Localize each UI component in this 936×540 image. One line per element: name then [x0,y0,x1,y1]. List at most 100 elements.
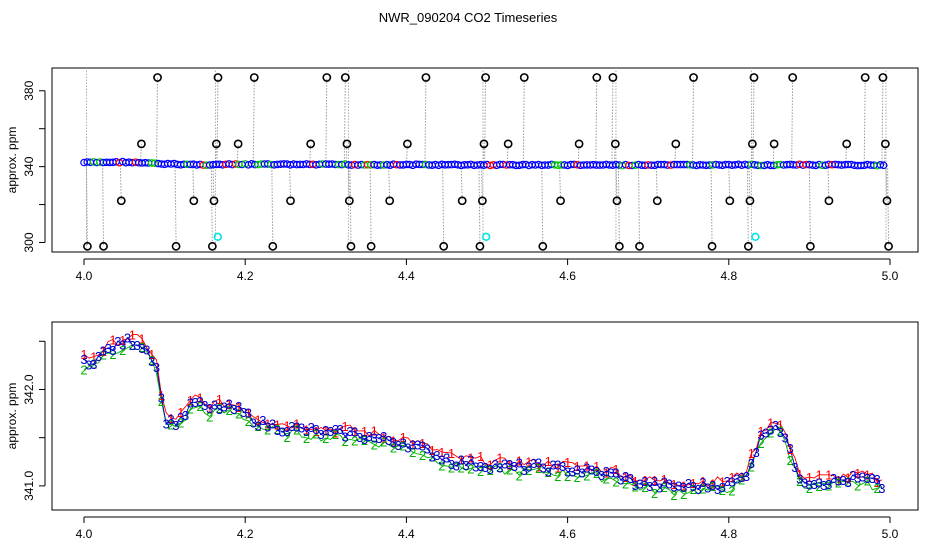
bottom-series-marker-3: 3 [840,473,847,488]
bottom-series-marker-1: 1 [100,344,107,359]
bottom-series-marker-3: 3 [540,460,547,475]
top-spike-point [725,196,735,206]
top-spike-line [478,164,481,247]
bottom-series-marker-1: 1 [477,449,484,464]
bottom-series-marker-3: 3 [230,402,237,417]
bottom-series-marker-1: 1 [206,401,213,416]
top-baseline-point [876,161,885,169]
bottom-series-marker-3: 3 [733,471,740,486]
top-spike-point [475,241,485,251]
bottom-series-marker-3: 3 [211,398,218,413]
bottom-series-marker-2: 2 [264,423,271,438]
bottom-series-marker-1: 1 [535,460,542,475]
top-x-tick-label: 4.8 [720,269,737,283]
bottom-series-marker-3: 3 [835,473,842,488]
top-spike-line [192,164,195,201]
bottom-series-marker-1: 1 [825,468,832,483]
top-spike-point [477,196,487,206]
bottom-series-marker-2: 2 [825,478,832,493]
bottom-series-marker-2: 2 [467,461,474,476]
bottom-series-marker-3: 3 [395,438,402,453]
bottom-series-marker-3: 3 [574,463,581,478]
bottom-series-marker-2: 2 [351,434,358,449]
top-spike-point [402,139,412,149]
bottom-series-marker-3: 3 [196,394,203,409]
bottom-series-marker-1: 1 [699,474,706,489]
bottom-series-marker-2: 2 [177,416,184,431]
top-spike-point [322,73,332,82]
bottom-x-tick-label: 4.8 [720,527,737,540]
top-spike-point [519,73,529,82]
bottom-series-marker-2: 2 [371,437,378,452]
top-baseline-point [879,161,888,170]
top-spike-point [439,241,449,251]
bottom-series-marker-1: 1 [264,417,271,432]
bottom-series-marker-3: 3 [327,424,334,439]
bottom-series-marker-3: 3 [105,341,112,356]
bottom-series-marker-1: 1 [341,419,348,434]
bottom-series-marker-3: 3 [806,477,813,492]
top-spike-line [791,77,794,165]
bottom-series-marker-3: 3 [535,456,542,471]
bottom-series-marker-1: 1 [864,468,871,483]
top-spike-point [592,73,602,82]
top-spike-line [752,77,755,165]
bottom-series-marker-2: 2 [535,461,542,476]
bottom-series-marker-3: 3 [254,418,261,433]
bottom-series-marker-3: 3 [438,453,445,468]
bottom-series-marker-1: 1 [458,452,465,467]
bottom-series-marker-2: 2 [699,481,706,496]
top-spike-point [211,139,221,149]
bottom-series-marker-2: 2 [815,479,822,494]
bottom-series-marker-3: 3 [554,457,561,472]
bottom-series-marker-1: 1 [854,466,861,481]
bottom-series-marker-1: 1 [525,454,532,469]
bottom-series-marker-1: 1 [225,397,232,412]
bottom-series-marker-1: 1 [322,424,329,439]
bottom-series-marker-3: 3 [709,478,716,493]
bottom-series-marker-2: 2 [419,448,426,463]
bottom-series-marker-1: 1 [835,473,842,488]
bottom-series-marker-3: 3 [250,416,257,431]
bottom-series-marker-3: 3 [95,349,102,364]
bottom-series-marker-3: 3 [627,471,634,486]
top-axes: 4.0 4.2 4.4 4.6 4.8 5.0 300 340 380 [22,80,899,283]
bottom-series-marker-3: 3 [564,465,571,480]
top-spike-point [671,139,681,149]
top-spike-lines [85,68,890,252]
bottom-series-marker-3: 3 [453,459,460,474]
top-spike-point [745,196,755,206]
bottom-series-marker-1: 1 [622,470,629,485]
top-spike-point [749,73,759,82]
bottom-series-marker-3: 3 [559,459,566,474]
bottom-series-marker-3: 3 [680,480,687,495]
bottom-series-marker-1: 1 [429,443,436,458]
top-spike-point [635,241,644,251]
bottom-series-marker-3: 3 [235,399,242,414]
bottom-series-marker-2: 2 [341,434,348,449]
bottom-series-marker-1: 1 [245,406,252,421]
bottom-series-marker-1: 1 [448,446,455,461]
bottom-series-marker-2: 2 [516,468,523,483]
bottom-y-tick-label: 342.0 [22,374,36,404]
bottom-series-marker-3: 3 [424,441,431,456]
top-cyan-point [751,232,760,242]
top-spike-line [655,165,658,201]
bottom-series-marker-3: 3 [545,465,552,480]
top-spike-point [189,196,199,206]
bottom-series-marker-1: 1 [583,459,590,474]
bottom-series-marker-3: 3 [719,480,726,495]
bottom-series-marker-3: 3 [796,471,803,486]
bottom-series-marker-2: 2 [709,479,716,494]
top-spike-point [612,196,622,206]
bottom-series-marker-1: 1 [196,391,203,406]
bottom-series-marker-1: 1 [80,347,87,362]
bottom-series-marker-3: 3 [341,429,348,444]
bottom-series-marker-2: 2 [274,422,281,437]
bottom-series-marker-3: 3 [820,478,827,493]
bottom-series-marker-3: 3 [303,424,310,439]
